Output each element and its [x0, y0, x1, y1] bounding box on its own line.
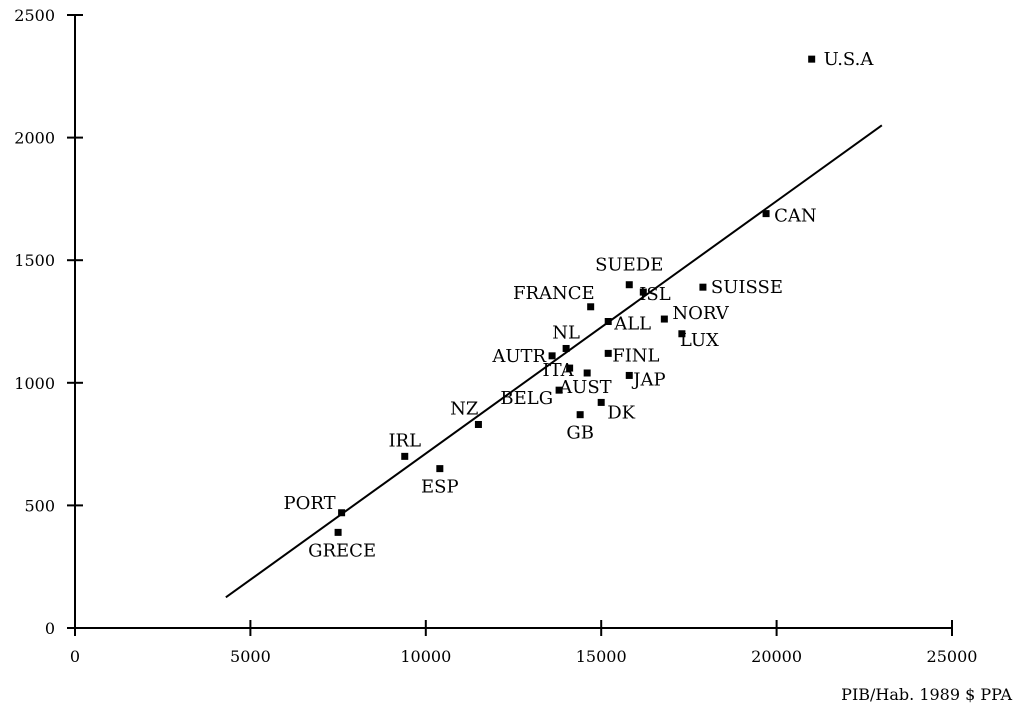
point-label: FRANCE [513, 283, 595, 304]
data-point [338, 509, 346, 517]
data-point [639, 288, 647, 296]
point-label: CAN [774, 206, 817, 227]
point-label: PORT [283, 493, 335, 514]
point-label: IRL [388, 430, 421, 451]
trendline [225, 124, 883, 599]
point-label: U.S.A [824, 49, 875, 70]
data-point [334, 528, 342, 536]
point-label: GB [566, 423, 594, 444]
trendline-group [225, 124, 883, 599]
data-point [587, 303, 595, 311]
x-tick-label: 15000 [576, 647, 627, 666]
point-label: FINL [612, 345, 659, 366]
y-tick-label: 0 [45, 619, 55, 638]
data-point [597, 398, 605, 406]
x-tick-label: 10000 [400, 647, 451, 666]
data-point [808, 55, 816, 63]
data-point [625, 371, 633, 379]
points-group [334, 55, 816, 536]
data-point [762, 210, 770, 218]
point-label: DK [607, 402, 635, 423]
point-label: GRECE [308, 540, 376, 561]
point-label: AUST [558, 377, 612, 398]
point-label: NORV [672, 303, 729, 324]
y-tick-label: 1500 [14, 251, 55, 270]
point-label: JAP [631, 369, 665, 390]
data-point [583, 369, 591, 377]
point-label: SUEDE [595, 255, 663, 276]
data-point [576, 411, 584, 419]
data-point [562, 344, 570, 352]
point-label: ESP [421, 477, 459, 498]
data-point [555, 386, 563, 394]
data-point [474, 420, 482, 428]
x-tick-label: 20000 [751, 647, 802, 666]
y-tick-label: 500 [24, 496, 55, 515]
point-label: AUTR [491, 346, 546, 367]
x-tick-label: 25000 [927, 647, 978, 666]
point-label: LUX [680, 330, 719, 351]
point-label: NZ [450, 398, 478, 419]
data-point [604, 318, 612, 325]
data-point [660, 315, 668, 323]
data-point [699, 283, 707, 291]
x-axis-title: PIB/Hab. 1989 $ PPA [841, 685, 1012, 704]
point-label: NL [552, 322, 580, 343]
y-tick-label: 2000 [14, 129, 55, 148]
point-label: SUISSE [711, 277, 783, 298]
point-labels-group: U.S.A CAN SUISSE SUEDE ISL FRANCE NORV ALL LUX NL… [283, 49, 874, 561]
y-tick-label: 2500 [14, 6, 55, 25]
point-label: ALL [613, 314, 651, 335]
data-point [548, 352, 556, 360]
x-tick-label: 5000 [230, 647, 271, 666]
point-label: BELG [500, 388, 553, 409]
data-point [604, 349, 612, 357]
data-point [625, 281, 633, 289]
point-label: ISL [639, 284, 670, 305]
y-tick-label: 1000 [14, 374, 55, 393]
x-tick-label: 0 [70, 647, 80, 666]
data-point [678, 330, 686, 338]
data-point [566, 364, 574, 372]
point-label: ITA [542, 360, 574, 381]
data-point [401, 452, 409, 460]
data-point [436, 465, 444, 473]
